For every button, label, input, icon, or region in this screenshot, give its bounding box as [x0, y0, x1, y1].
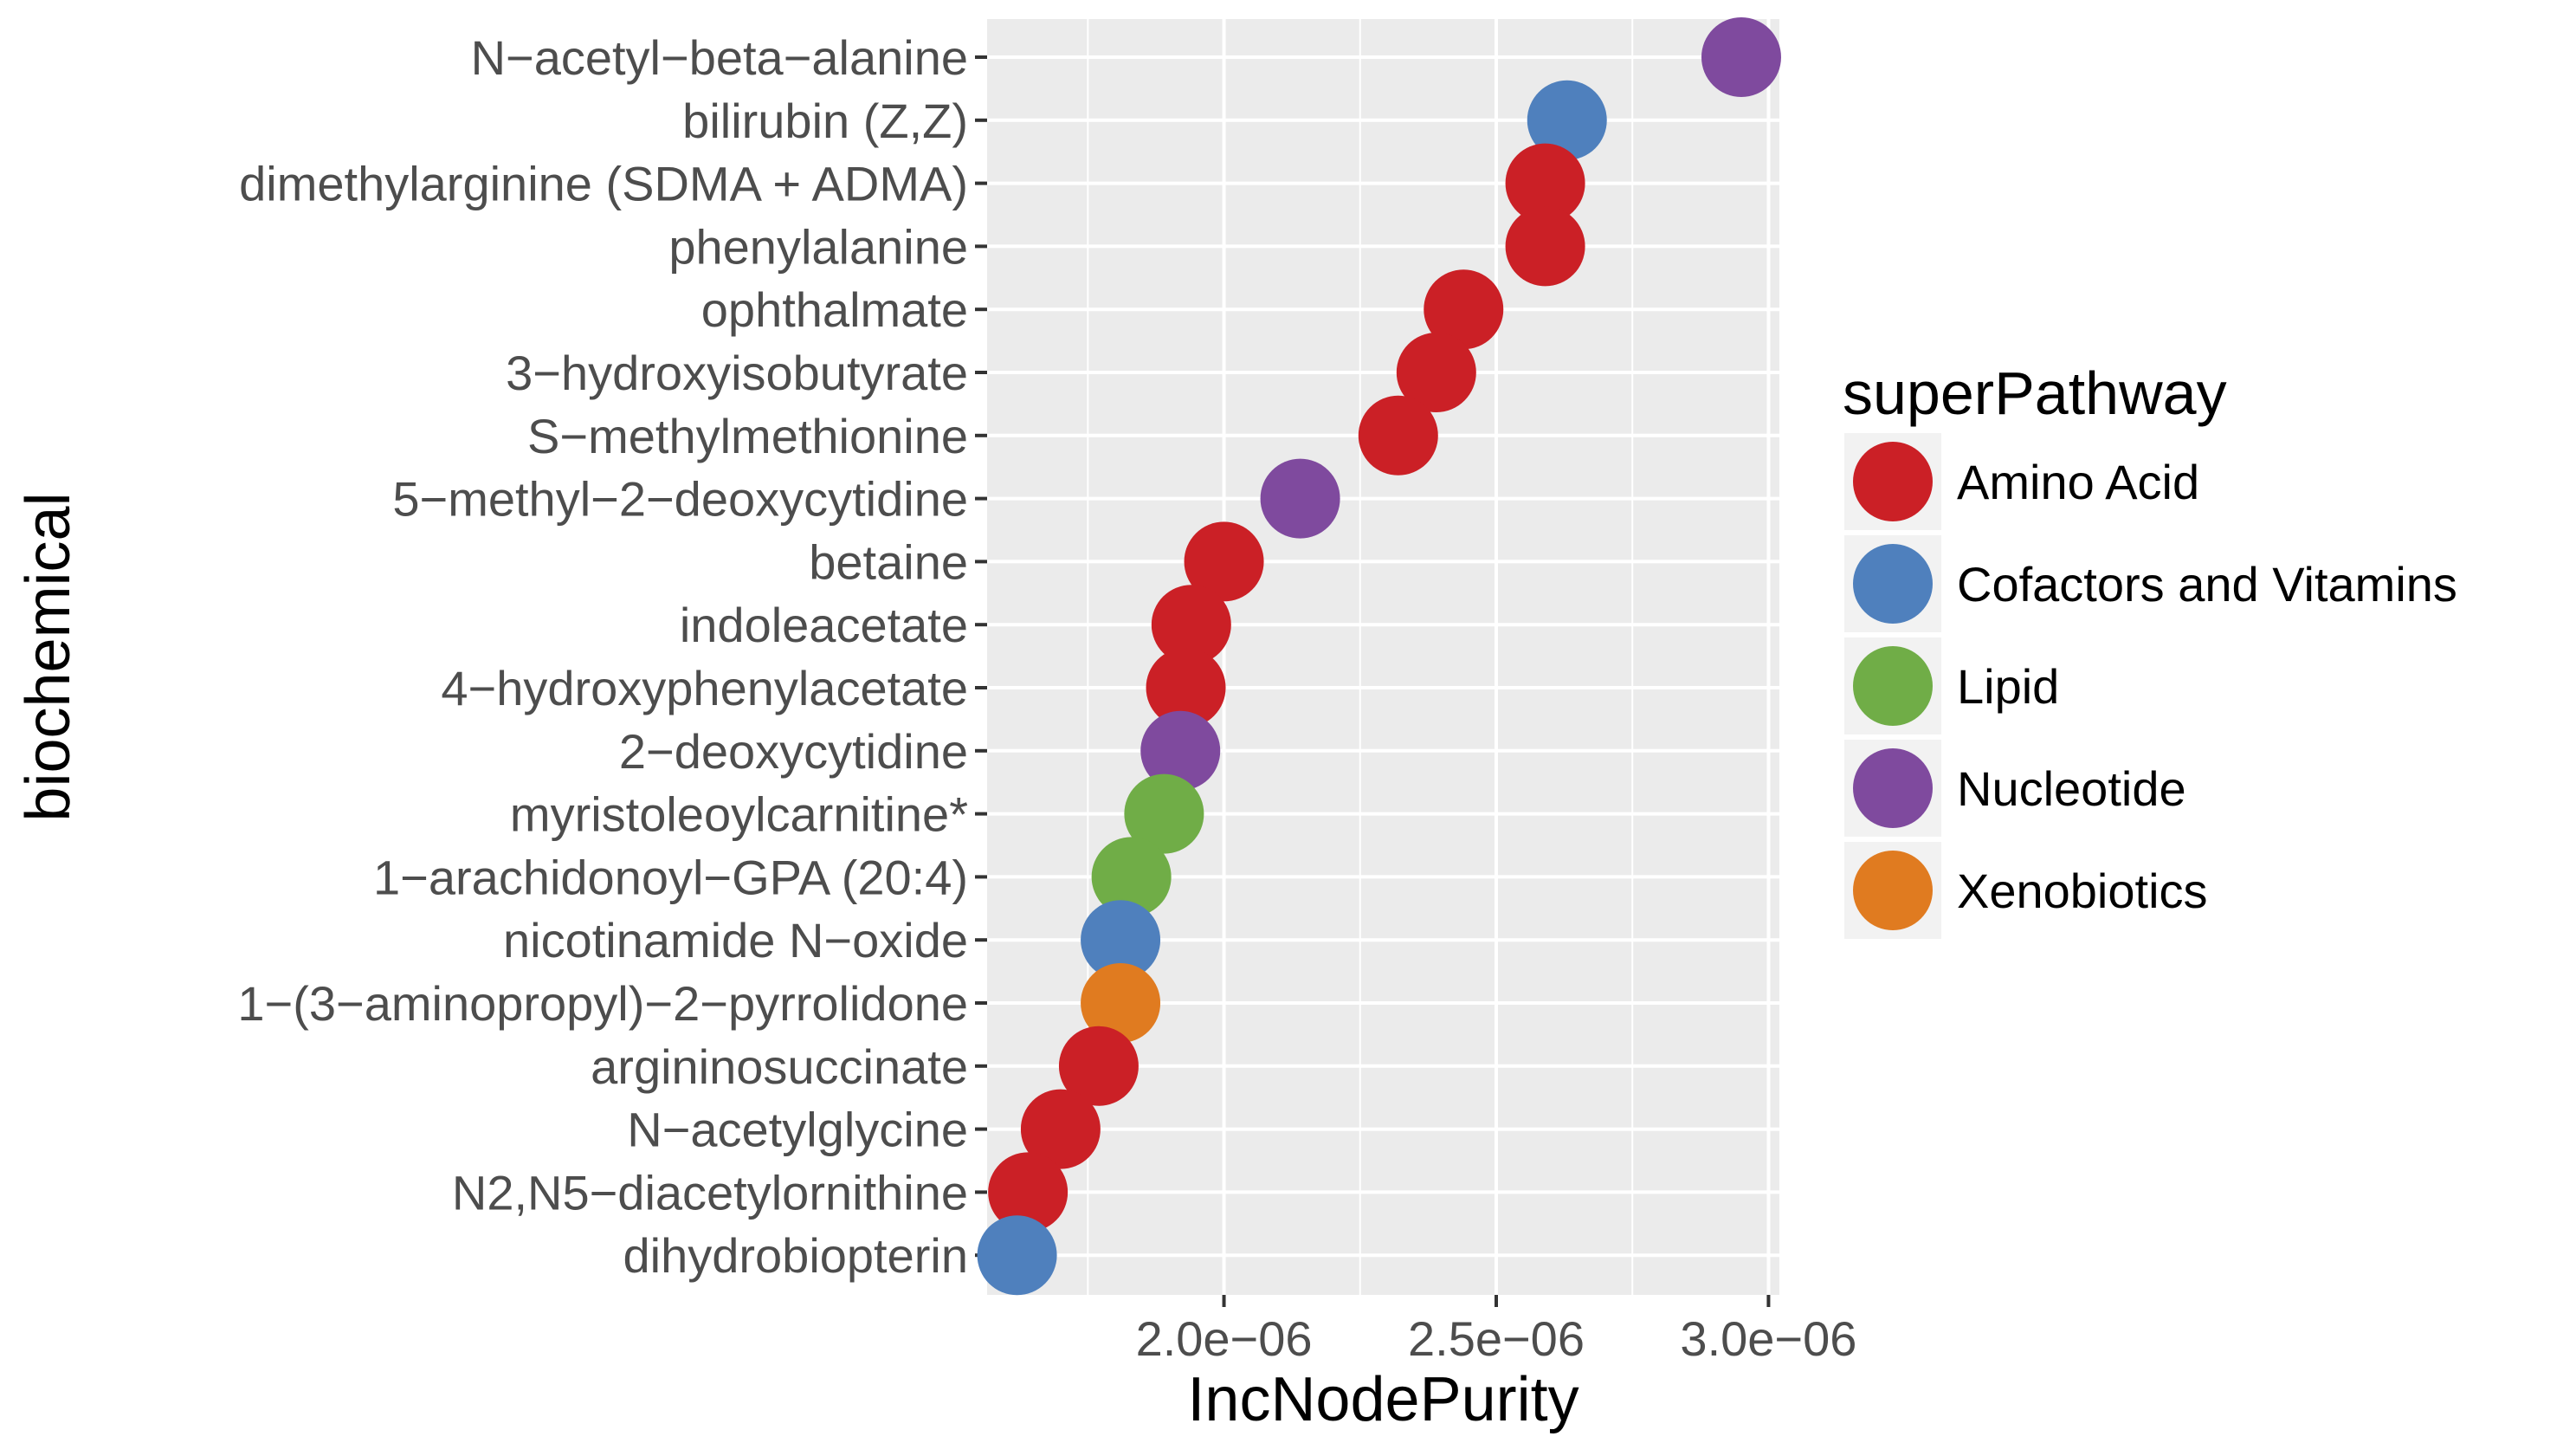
y-axis-ticks: N−acetyl−beta−alanine bilirubin (Z,Z) dime… — [237, 30, 987, 1283]
data-point — [1020, 1089, 1101, 1169]
grid-major — [987, 19, 1779, 1295]
y-tick-label: 3−hydroxyisobutyrate — [506, 346, 968, 400]
x-tick-label: 2.5e−06 — [1408, 1311, 1585, 1366]
legend-swatch — [1853, 544, 1933, 624]
legend-swatch — [1853, 748, 1933, 828]
data-point — [1140, 710, 1221, 791]
legend-swatch — [1853, 646, 1933, 726]
y-tick-label: nicotinamide N−oxide — [503, 913, 968, 967]
data-point — [1091, 837, 1172, 917]
data-point — [1396, 333, 1476, 412]
legend-label: Cofactors and Vitamins — [1957, 557, 2457, 611]
x-tick-label: 3.0e−06 — [1680, 1311, 1856, 1366]
legend: superPathway Amino Acid Cofactors and Vit… — [1843, 359, 2457, 939]
x-axis-ticks: 2.0e−06 2.5e−06 3.0e−06 — [1136, 1295, 1856, 1366]
y-tick-label: 1−(3−aminopropyl)−2−pyrrolidone — [237, 976, 968, 1031]
data-point — [977, 1215, 1057, 1296]
legend-label: Xenobiotics — [1957, 864, 2208, 918]
y-tick-label: N−acetylglycine — [627, 1103, 968, 1157]
legend-swatch — [1853, 851, 1933, 930]
data-point — [1081, 963, 1161, 1043]
y-tick-label: 4−hydroxyphenylacetate — [441, 661, 968, 715]
y-tick-label: S−methylmethionine — [527, 409, 968, 463]
y-axis-title: biochemical — [14, 492, 83, 821]
y-tick-label: N−acetyl−beta−alanine — [471, 30, 968, 85]
legend-label: Lipid — [1957, 659, 2059, 714]
data-point — [1701, 17, 1781, 97]
y-tick-label: 5−methyl−2−deoxycytidine — [392, 472, 968, 527]
y-tick-label: bilirubin (Z,Z) — [682, 94, 968, 148]
data-point — [1081, 900, 1161, 980]
legend-title: superPathway — [1843, 359, 2227, 427]
y-tick-label: ophthalmate — [701, 282, 968, 337]
y-tick-label: dihydrobiopterin — [623, 1228, 968, 1283]
data-point — [1505, 143, 1585, 223]
data-point — [1358, 395, 1438, 476]
x-axis-title: IncNodePurity — [1187, 1365, 1579, 1434]
data-point — [988, 1152, 1068, 1233]
legend-swatch — [1853, 442, 1933, 521]
x-tick-label: 2.0e−06 — [1136, 1311, 1313, 1366]
data-point — [1527, 80, 1607, 160]
y-tick-label: 1−arachidonoyl−GPA (20:4) — [373, 850, 968, 904]
data-points — [977, 17, 1781, 1296]
y-tick-label: 2−deoxycytidine — [619, 724, 968, 779]
y-tick-label: indoleacetate — [680, 598, 968, 652]
data-point — [1124, 773, 1204, 854]
data-point — [1505, 206, 1585, 287]
y-tick-label: myristoleoylcarnitine* — [510, 787, 968, 842]
data-point — [1151, 585, 1231, 665]
y-tick-label: betaine — [809, 534, 968, 589]
data-point — [1424, 269, 1504, 350]
y-tick-label: dimethylarginine (SDMA + ADMA) — [239, 157, 968, 211]
data-point — [1146, 648, 1226, 728]
legend-label: Amino Acid — [1957, 455, 2199, 509]
data-point — [1184, 521, 1264, 602]
data-point — [1058, 1026, 1139, 1106]
y-tick-label: N2,N5−diacetylornithine — [452, 1165, 968, 1220]
y-tick-label: argininosuccinate — [591, 1039, 968, 1094]
data-point — [1260, 458, 1340, 539]
y-tick-label: phenylalanine — [668, 219, 968, 274]
legend-label: Nucleotide — [1957, 761, 2186, 816]
